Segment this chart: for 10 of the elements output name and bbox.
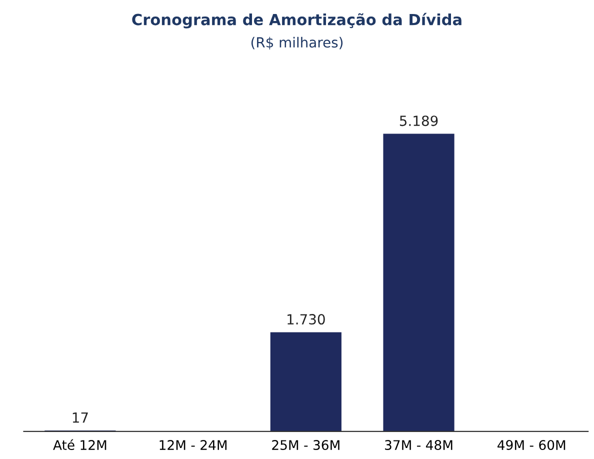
x-tick-label: 25M - 36M [272,440,340,450]
chart-subtitle: (R$ milhares) [251,36,343,50]
data-label: 1.730 [288,314,325,325]
x-tick-label: 49M - 60M [498,440,566,450]
x-tick-label: Até 12M [53,439,106,450]
x-tick-label: 37M - 48M [385,440,452,450]
data-label: 17 [72,412,88,423]
data-label: 5.189 [400,116,438,126]
chart-title: Cronograma de Amortização da Dívida [132,12,462,28]
x-tick-label: 12M - 24M [160,440,227,450]
